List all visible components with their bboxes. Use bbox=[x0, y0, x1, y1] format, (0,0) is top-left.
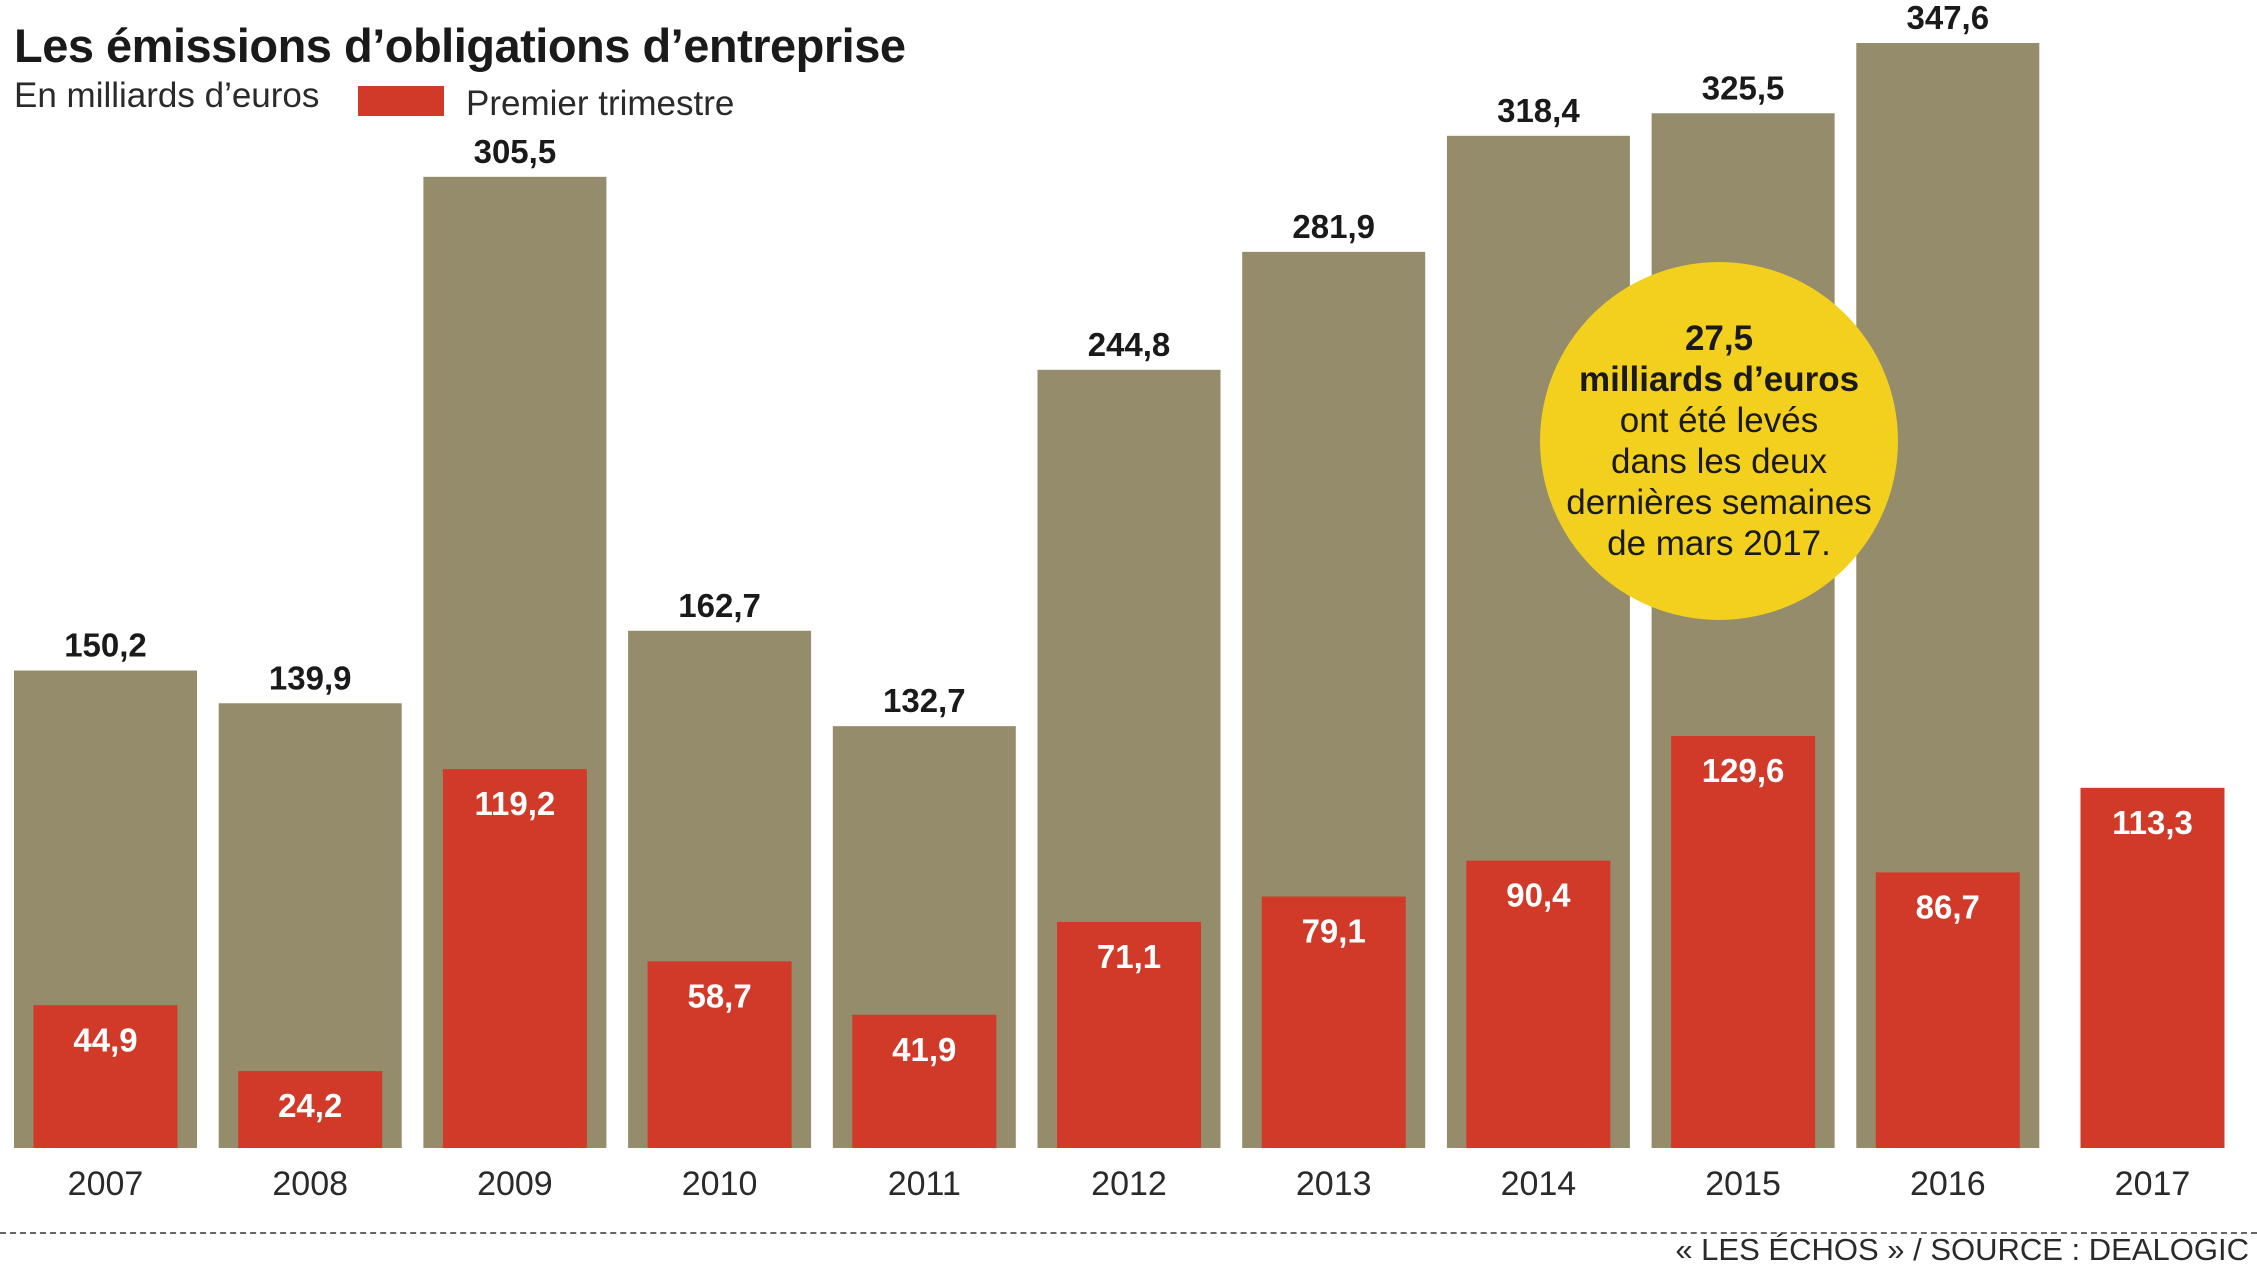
bar-first-quarter-label-2008: 24,2 bbox=[278, 1087, 342, 1124]
callout-line-3: dernières semaines bbox=[1566, 483, 1872, 522]
bar-total-label-2016: 347,6 bbox=[1907, 0, 1990, 36]
x-tick-label-2015: 2015 bbox=[1705, 1165, 1781, 1203]
bar-first-quarter-label-2007: 44,9 bbox=[73, 1021, 137, 1058]
x-tick-label-2009: 2009 bbox=[477, 1165, 553, 1203]
footer-divider bbox=[0, 1232, 2257, 1234]
bar-first-quarter-2008 bbox=[238, 1071, 383, 1148]
x-tick-label-2010: 2010 bbox=[682, 1165, 758, 1203]
x-tick-label-2017: 2017 bbox=[2115, 1165, 2191, 1203]
callout-bubble: 27,5 milliards d’euros ont été levés dan… bbox=[1540, 262, 1898, 620]
bar-first-quarter-label-2009: 119,2 bbox=[475, 785, 556, 822]
callout-value: 27,5 bbox=[1684, 319, 1754, 358]
bar-total-label-2009: 305,5 bbox=[474, 133, 557, 170]
bar-first-quarter-label-2015: 129,6 bbox=[1702, 752, 1785, 789]
bar-total-label-2015: 325,5 bbox=[1702, 69, 1785, 106]
x-tick-label-2014: 2014 bbox=[1501, 1165, 1577, 1203]
bar-first-quarter-2011 bbox=[852, 1014, 997, 1148]
bar-total-label-2013: 281,9 bbox=[1292, 208, 1375, 245]
bar-total-label-2011: 132,7 bbox=[883, 682, 966, 719]
bar-first-quarter-label-2010: 58,7 bbox=[687, 977, 751, 1014]
x-tick-label-2011: 2011 bbox=[888, 1165, 961, 1203]
callout-unit: milliards d’euros bbox=[1578, 360, 1860, 399]
bar-first-quarter-2014 bbox=[1466, 860, 1611, 1148]
bar-total-label-2012: 244,8 bbox=[1088, 326, 1171, 363]
bar-first-quarter-2017 bbox=[2080, 787, 2225, 1148]
x-tick-label-2008: 2008 bbox=[272, 1165, 348, 1203]
bar-total-label-2008: 139,9 bbox=[269, 659, 352, 696]
source-note: « LES ÉCHOS » / SOURCE : DEALOGIC bbox=[1675, 1232, 2249, 1267]
bar-first-quarter-2010 bbox=[647, 961, 792, 1148]
bar-total-label-2014: 318,4 bbox=[1497, 92, 1580, 129]
bar-first-quarter-label-2017: 113,3 bbox=[2112, 804, 2193, 841]
chart-subtitle: En milliards d’euros bbox=[14, 76, 320, 115]
x-tick-label-2007: 2007 bbox=[68, 1165, 144, 1203]
legend-swatch-first-quarter bbox=[358, 86, 444, 116]
x-tick-label-2016: 2016 bbox=[1910, 1165, 1986, 1203]
x-tick-label-2013: 2013 bbox=[1296, 1165, 1372, 1203]
chart-title: Les émissions d’obligations d’entreprise bbox=[14, 19, 906, 72]
bar-first-quarter-2009 bbox=[442, 769, 587, 1148]
callout-line-1: ont été levés bbox=[1619, 401, 1819, 440]
callout-line-4: de mars 2017. bbox=[1607, 524, 1831, 563]
bar-first-quarter-label-2014: 90,4 bbox=[1506, 877, 1571, 914]
legend-label-first-quarter: Premier trimestre bbox=[466, 84, 735, 123]
callout-line-2: dans les deux bbox=[1611, 442, 1827, 481]
bar-first-quarter-label-2012: 71,1 bbox=[1097, 938, 1161, 975]
bar-total-label-2007: 150,2 bbox=[64, 627, 147, 664]
bar-first-quarter-label-2016: 86,7 bbox=[1916, 888, 1980, 925]
bar-first-quarter-2012 bbox=[1057, 921, 1201, 1148]
bar-first-quarter-2015 bbox=[1671, 736, 1816, 1148]
x-tick-label-2012: 2012 bbox=[1091, 1165, 1167, 1203]
bar-first-quarter-label-2013: 79,1 bbox=[1302, 913, 1366, 950]
bar-first-quarter-2016 bbox=[1875, 872, 2020, 1148]
bar-first-quarter-2007 bbox=[33, 1005, 178, 1148]
bar-total-label-2010: 162,7 bbox=[678, 587, 761, 624]
bar-first-quarter-label-2011: 41,9 bbox=[892, 1031, 956, 1068]
bar-first-quarter-2013 bbox=[1261, 896, 1406, 1148]
